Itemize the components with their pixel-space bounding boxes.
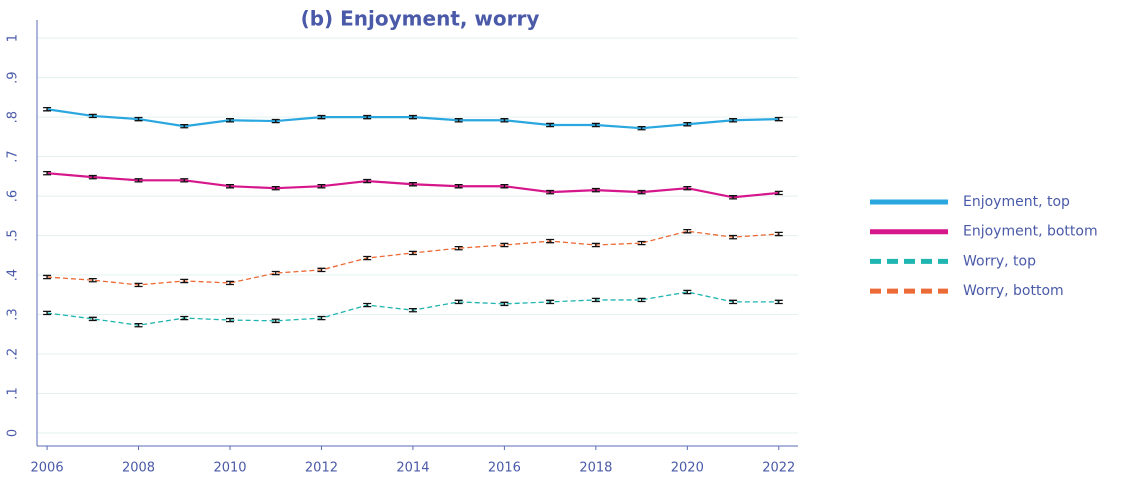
y-tick-label: 0 <box>6 429 21 437</box>
error-bar <box>43 170 52 176</box>
error-bar <box>180 278 189 284</box>
error-bar <box>134 282 143 288</box>
y-tick-label: .5 <box>6 229 21 241</box>
error-bar <box>271 270 280 276</box>
error-bar <box>271 185 280 191</box>
y-tick-label: .2 <box>6 348 21 360</box>
x-tick-label: 2008 <box>122 461 155 476</box>
error-bar <box>43 310 52 316</box>
error-bar <box>591 187 600 193</box>
error-bar <box>637 240 646 246</box>
error-bar <box>88 277 97 283</box>
error-bar <box>180 315 189 321</box>
error-bar <box>591 242 600 248</box>
y-tick-label: .4 <box>6 269 21 281</box>
error-bar <box>134 116 143 122</box>
legend-label: Worry, top <box>963 253 1036 269</box>
error-bar <box>500 118 509 123</box>
error-bar <box>774 116 783 122</box>
error-bar <box>317 114 326 120</box>
y-tick-label: 1 <box>6 34 21 42</box>
error-bar <box>729 234 738 240</box>
error-bar <box>454 245 463 251</box>
error-bar <box>88 113 97 119</box>
chart-title: (b) Enjoyment, worry <box>301 7 540 31</box>
error-bar <box>591 122 600 128</box>
error-bar <box>500 301 509 307</box>
y-tick-label: .9 <box>6 71 21 83</box>
error-bar <box>683 228 692 234</box>
error-bar <box>408 250 417 256</box>
error-bar <box>637 297 646 303</box>
error-bar <box>225 280 234 286</box>
error-bar <box>225 317 234 323</box>
error-bar <box>180 123 189 129</box>
y-tick-label: .1 <box>6 387 21 399</box>
error-bar <box>317 183 326 189</box>
x-tick-label: 2010 <box>213 461 246 476</box>
error-bar <box>271 118 280 124</box>
error-bar <box>180 178 189 183</box>
error-bar <box>774 190 783 196</box>
error-bar <box>729 195 738 200</box>
error-bar <box>88 316 97 322</box>
error-bar <box>454 299 463 305</box>
error-bar <box>454 118 463 123</box>
error-bar <box>729 118 738 123</box>
error-bar <box>363 178 372 184</box>
error-bar <box>500 183 509 189</box>
error-bar <box>271 318 280 324</box>
error-bar <box>729 299 738 305</box>
error-bar <box>317 267 326 273</box>
error-bar <box>774 299 783 305</box>
error-bar <box>225 183 234 189</box>
error-bar <box>546 189 555 195</box>
error-bar <box>591 297 600 303</box>
y-tick-label: .8 <box>6 111 21 123</box>
error-bar <box>363 114 372 120</box>
legend-label: Enjoyment, top <box>963 194 1070 210</box>
legend-label: Worry, bottom <box>963 283 1064 299</box>
error-bar <box>683 122 692 127</box>
error-bar <box>546 238 555 244</box>
error-bar <box>317 315 326 321</box>
x-tick-label: 2018 <box>579 461 612 476</box>
error-bar <box>408 182 417 187</box>
y-tick-label: .6 <box>6 190 21 202</box>
error-bar <box>408 114 417 120</box>
error-bar <box>500 242 509 248</box>
y-tick-label: .3 <box>6 308 21 320</box>
error-bar <box>546 122 555 128</box>
series-line <box>47 230 779 286</box>
error-bar <box>43 106 52 112</box>
error-bar <box>134 178 143 183</box>
error-bar <box>408 307 417 313</box>
x-tick-label: 2006 <box>31 461 64 476</box>
x-tick-label: 2014 <box>396 461 429 476</box>
x-tick-label: 2016 <box>488 461 521 476</box>
error-bar <box>225 118 234 123</box>
error-bar <box>43 274 52 280</box>
x-tick-label: 2022 <box>762 461 795 476</box>
error-bar <box>88 174 97 180</box>
error-bar <box>683 289 692 295</box>
error-bar <box>134 322 143 328</box>
error-bar <box>683 185 692 191</box>
y-tick-label: .7 <box>6 150 21 162</box>
x-tick-label: 2020 <box>671 461 704 476</box>
error-bar <box>363 302 372 308</box>
error-bar <box>454 183 463 189</box>
x-tick-label: 2012 <box>305 461 338 476</box>
error-bar <box>774 231 783 237</box>
error-bar <box>637 125 646 131</box>
error-bar <box>546 299 555 305</box>
legend-label: Enjoyment, bottom <box>963 224 1098 240</box>
error-bar <box>363 255 372 261</box>
error-bar <box>637 189 646 195</box>
